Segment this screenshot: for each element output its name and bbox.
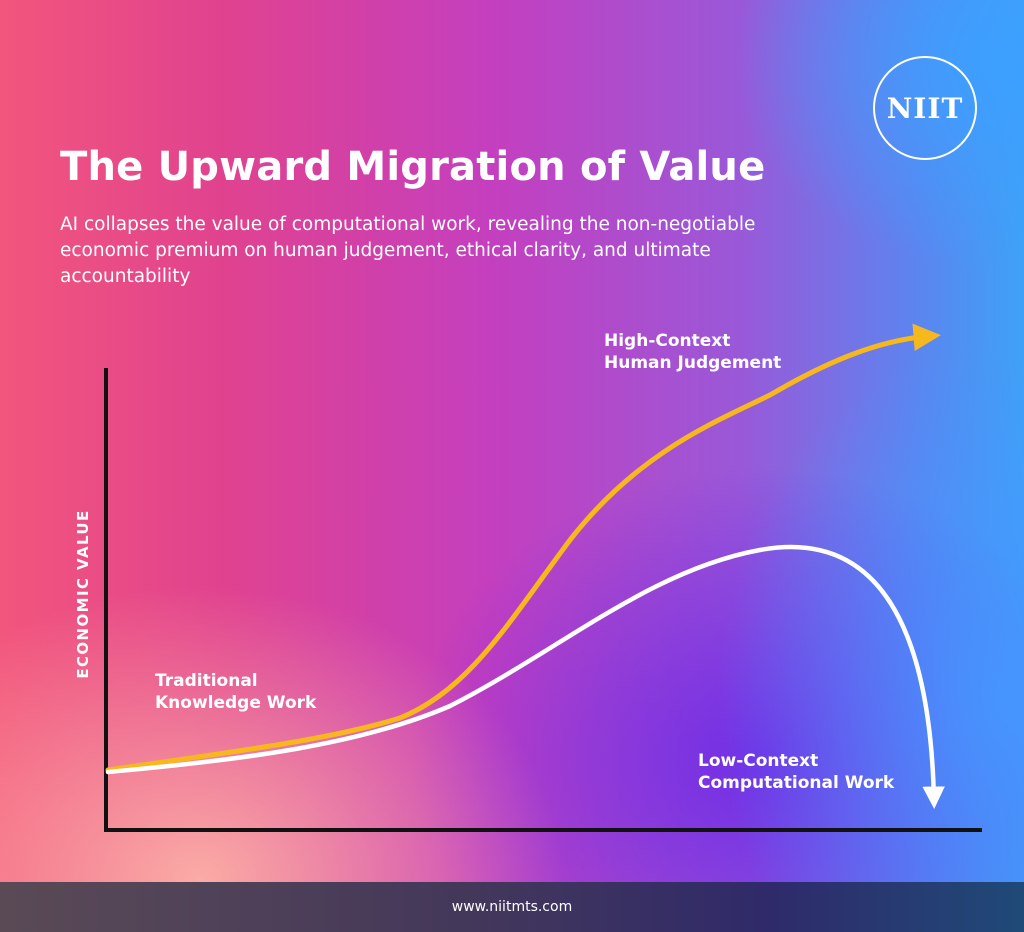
footer-url-link[interactable]: www.niitmts.com (451, 899, 573, 915)
traditional-work-label-line1: Traditional (155, 671, 258, 691)
low-context-label-line1: Low-Context (698, 751, 819, 771)
y-axis-label: ECONOMIC VALUE (74, 509, 92, 679)
high-context-label: High-Context Human Judgement (604, 330, 781, 374)
page-title: The Upward Migration of Value (60, 144, 766, 190)
low-context-label-line2: Computational Work (698, 773, 895, 793)
low-context-label: Low-Context Computational Work (698, 750, 894, 794)
low-context-curve (105, 544, 945, 809)
high-context-label-line2: Human Judgement (604, 353, 782, 373)
page-subtitle: AI collapses the value of computational … (60, 214, 756, 287)
traditional-work-label: Traditional Knowledge Work (155, 670, 316, 714)
high-context-label-line1: High-Context (604, 331, 731, 351)
logo-text: NIIT (886, 91, 964, 125)
niit-logo[interactable]: NIIT (873, 56, 977, 160)
footer-bar: www.niitmts.com (0, 882, 1024, 932)
traditional-work-label-line2: Knowledge Work (155, 693, 317, 713)
high-context-curve (105, 323, 941, 773)
